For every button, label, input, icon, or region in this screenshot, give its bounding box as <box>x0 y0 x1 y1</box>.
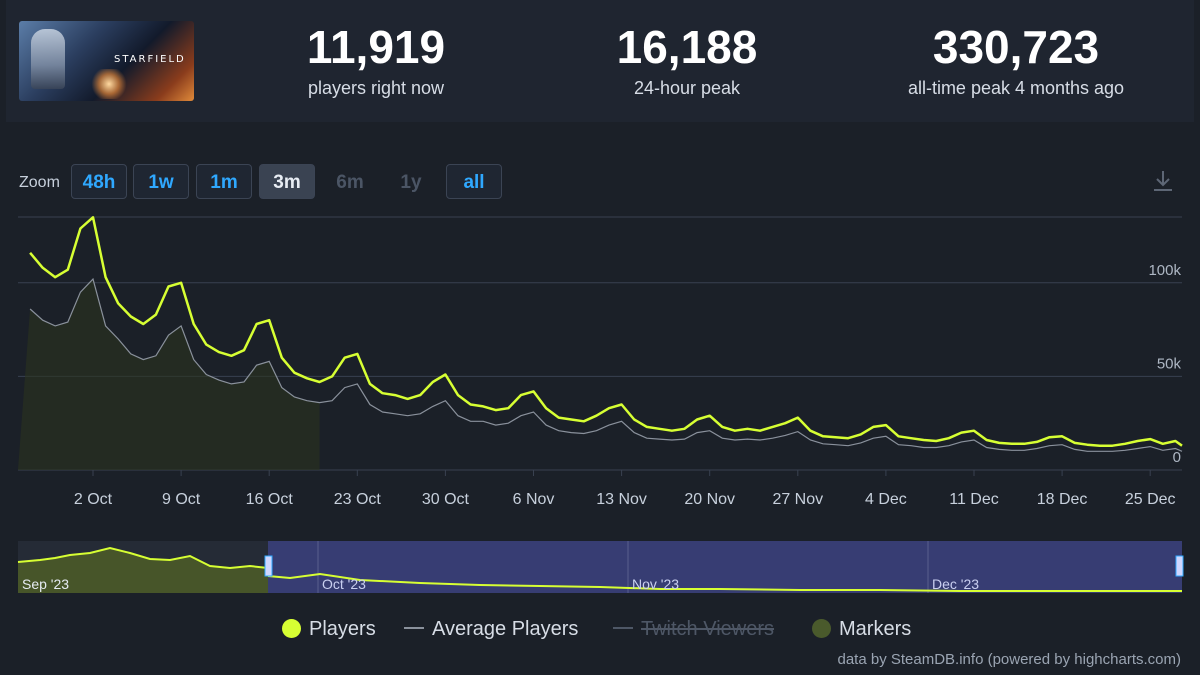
stat-label: all-time peak 4 months ago <box>907 78 1125 98</box>
stats-header: STARFIELD 11,919 players right now 16,18… <box>6 0 1194 122</box>
game-banner-image[interactable]: STARFIELD <box>19 21 194 101</box>
stat-all-time-peak: 330,723 all-time peak 4 months ago <box>866 22 1166 100</box>
zoom-3m-button[interactable]: 3m <box>259 164 315 199</box>
stat-24h-peak: 16,188 24-hour peak <box>572 22 802 100</box>
zoom-label: Zoom <box>19 174 60 191</box>
navigator-label: Sep '23 <box>22 576 69 592</box>
legend-players[interactable]: Players <box>282 618 376 642</box>
players-line <box>29 216 1183 447</box>
stat-value: 330,723 <box>932 21 1100 73</box>
x-axis-ticks: 2 Oct 9 Oct 16 Oct 23 Oct 30 Oct 6 Nov 13 Nov 2… <box>74 470 1176 508</box>
x-tick-label: 23 Oct <box>334 491 382 508</box>
legend-markers[interactable]: Markers <box>812 618 911 642</box>
x-tick-label: 27 Nov <box>772 491 823 508</box>
y-tick-label: 50k <box>1157 355 1182 372</box>
twitch-legend-marker <box>613 627 633 629</box>
stat-value: 11,919 <box>306 21 446 73</box>
stat-label: 24-hour peak <box>633 78 741 98</box>
legend-average-players[interactable]: Average Players <box>404 618 578 642</box>
navigator-label: Oct '23 <box>322 576 366 592</box>
x-tick-label: 20 Nov <box>684 491 735 508</box>
navigator-early-line <box>17 546 269 570</box>
legend-label: Twitch Viewers <box>641 618 775 640</box>
chart-credits[interactable]: data by SteamDB.info (powered by highcha… <box>837 651 1182 668</box>
players-legend-marker <box>282 619 301 638</box>
x-tick-label: 6 Nov <box>513 491 555 508</box>
stat-label: players right now <box>307 78 445 98</box>
legend-label: Players <box>309 618 376 640</box>
navigator-selected-line <box>267 572 1182 592</box>
player-count-chart[interactable]: 0 50k 100k 2 Oct 9 Oct 16 Oct 23 Oct 30 Oct 6 N… <box>0 210 1200 510</box>
zoom-48h-button[interactable]: 48h <box>71 164 127 199</box>
banner-astronaut-figure <box>31 29 65 89</box>
legend-label: Markers <box>839 618 912 640</box>
chart-navigator[interactable]: Sep '23 Oct '23 Nov '23 Dec '23 <box>0 538 1200 598</box>
players-area-fill <box>18 279 320 470</box>
y-tick-label: 0 <box>1173 449 1181 466</box>
average-players-line <box>29 277 1183 452</box>
zoom-1w-button[interactable]: 1w <box>133 164 189 199</box>
markers-legend-marker <box>812 619 831 638</box>
navigator-selection <box>268 541 1182 593</box>
x-tick-label: 13 Nov <box>596 491 647 508</box>
zoom-all-button[interactable]: all <box>446 164 502 199</box>
legend-twitch-viewers[interactable]: Twitch Viewers <box>613 618 774 642</box>
x-tick-label: 2 Oct <box>74 491 113 508</box>
navigator-handle-left <box>264 555 273 577</box>
x-tick-label: 30 Oct <box>422 491 470 508</box>
y-tick-label: 100k <box>1148 262 1181 279</box>
x-tick-label: 25 Dec <box>1125 491 1176 508</box>
x-tick-label: 9 Oct <box>162 491 201 508</box>
zoom-1m-button[interactable]: 1m <box>196 164 252 199</box>
game-title-logo: STARFIELD <box>114 54 186 65</box>
y-axis-ticks: 0 50k 100k <box>1148 262 1181 466</box>
navigator-label: Nov '23 <box>632 576 679 592</box>
download-icon[interactable] <box>1150 168 1176 194</box>
x-tick-label: 4 Dec <box>865 491 907 508</box>
stat-current-players: 11,919 players right now <box>261 22 491 100</box>
navigator-handle-right <box>1175 555 1184 577</box>
average-legend-marker <box>404 627 424 629</box>
banner-glow <box>89 69 129 99</box>
zoom-6m-button: 6m <box>336 172 364 193</box>
zoom-1y-button: 1y <box>400 172 422 193</box>
navigator-label: Dec '23 <box>932 576 979 592</box>
stat-value: 16,188 <box>616 21 758 73</box>
navigator-early-area <box>18 548 268 593</box>
x-tick-label: 11 Dec <box>949 491 999 508</box>
legend-label: Average Players <box>432 618 579 640</box>
x-tick-label: 18 Dec <box>1037 491 1088 508</box>
x-tick-label: 16 Oct <box>246 491 294 508</box>
